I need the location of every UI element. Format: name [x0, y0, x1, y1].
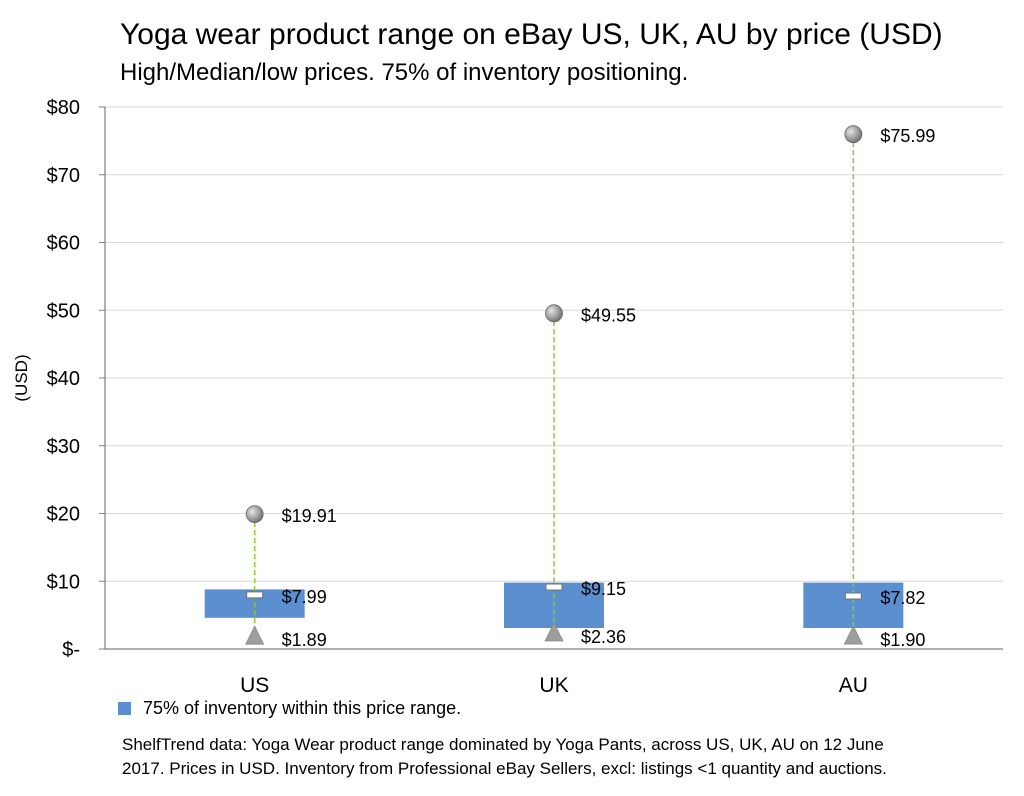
low-value-label: $1.90	[880, 630, 925, 650]
y-tick-label: $70	[47, 165, 80, 187]
high-marker	[245, 505, 264, 524]
y-tick-label: $60	[47, 233, 80, 255]
median-value-label: $9.15	[581, 579, 626, 599]
x-tick-label: US	[240, 674, 269, 697]
y-tick-label: $50	[47, 300, 80, 322]
high-value-label: $19.91	[282, 506, 337, 526]
low-marker	[245, 625, 265, 645]
chart-title: Yoga wear product range on eBay US, UK, …	[120, 18, 943, 51]
legend: 75% of inventory within this price range…	[118, 698, 461, 719]
footnote-line-1: ShelfTrend data: Yoga Wear product range…	[122, 735, 884, 754]
median-marker	[844, 592, 862, 600]
y-axis-label: (USD)	[12, 354, 31, 401]
median-marker	[246, 591, 264, 599]
x-tick-label: UK	[539, 674, 568, 697]
high-marker	[545, 304, 563, 323]
footnote-line-2: 2017. Prices in USD. Inventory from Prof…	[122, 759, 887, 778]
y-tick-label: $20	[47, 504, 80, 526]
high-value-label: $75.99	[880, 126, 935, 146]
y-tick-label: $-	[62, 639, 80, 661]
median-value-label: $7.99	[282, 587, 327, 607]
x-tick-label: AU	[839, 674, 868, 697]
high-value-label: $49.55	[581, 305, 636, 325]
high-marker	[844, 125, 863, 144]
y-tick-label: $30	[47, 436, 80, 458]
low-marker	[843, 625, 863, 645]
y-tick-label: $40	[47, 368, 80, 390]
low-marker	[544, 622, 564, 642]
low-value-label: $2.36	[581, 627, 626, 647]
y-tick-label: $10	[47, 571, 80, 593]
footnote: ShelfTrend data: Yoga Wear product range…	[122, 733, 1012, 781]
median-marker	[545, 583, 563, 591]
median-value-label: $7.82	[880, 588, 925, 608]
legend-swatch	[118, 702, 131, 715]
chart-subtitle: High/Median/low prices. 75% of inventory…	[120, 59, 689, 86]
low-value-label: $1.89	[282, 630, 327, 650]
legend-label: 75% of inventory within this price range…	[143, 698, 462, 718]
y-tick-label: $80	[47, 97, 80, 119]
